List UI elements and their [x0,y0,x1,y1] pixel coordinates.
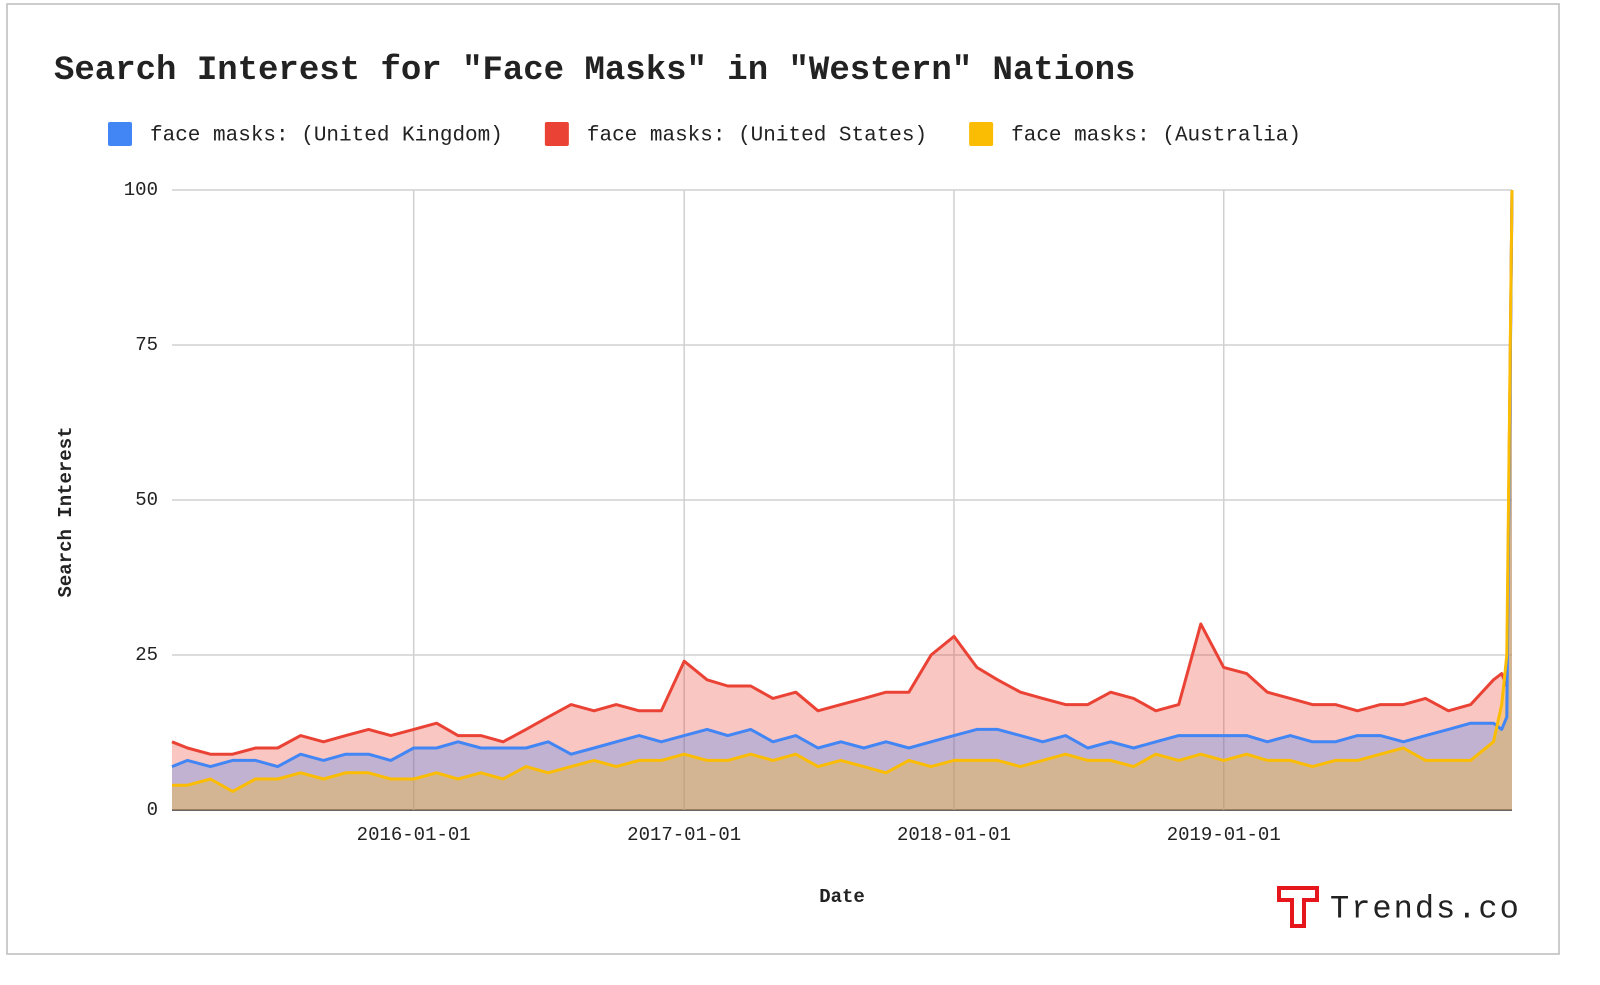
legend-swatch [544,122,569,146]
x-tick-label: 2016-01-01 [357,824,471,846]
line [171,189,1514,756]
legend-label: face masks: (United Kingdom) [150,125,503,148]
legend-swatch [969,122,994,146]
legend-label: face masks: (Australia) [1011,125,1301,148]
y-tick-label: 25 [135,644,158,666]
logo: Trends.co [1277,886,1521,928]
chart-title: Search Interest for "Face Masks" in "Wes… [54,52,1135,90]
line [172,189,1514,793]
y-tick-label: 0 [147,799,158,821]
legend-label: face masks: (United States) [587,125,927,148]
x-axis-label: Date [819,886,865,908]
y-tick-label: 75 [135,334,158,356]
x-tick-label: 2018-01-01 [897,824,1011,846]
y-tick-label: 50 [135,489,158,511]
logo-icon [1277,886,1319,928]
line [171,189,1514,769]
area [172,190,1512,810]
x-tick-label: 2017-01-01 [627,824,741,846]
watermark: Trends.co [1330,890,1521,927]
legend-swatch [108,122,132,146]
area [172,190,1512,810]
y-axis-label: Search Interest [55,426,77,597]
frame [6,3,1560,955]
x-tick-label: 2019-01-01 [1167,824,1281,846]
y-tick-label: 100 [124,179,158,201]
